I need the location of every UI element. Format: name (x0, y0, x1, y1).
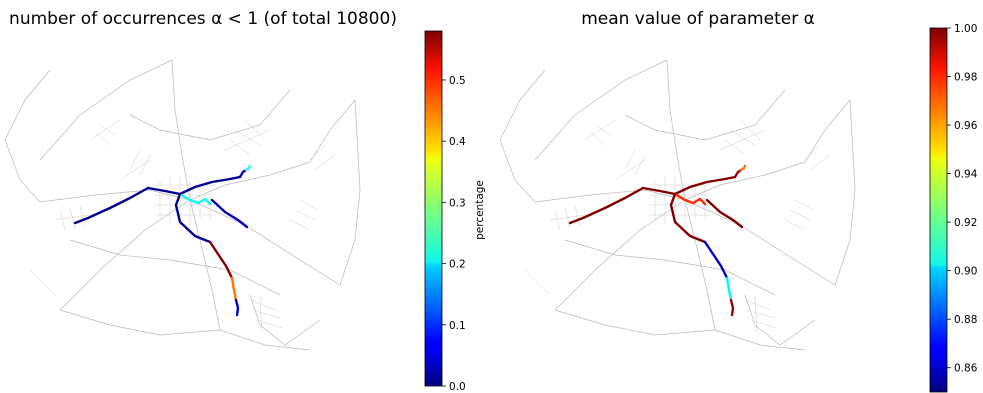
route-segment-center-cluster (673, 192, 707, 206)
panel1-title: number of occurrences α < 1 (of total 10… (9, 9, 397, 29)
colorbar-tick-label: 0.90 (954, 266, 977, 278)
colorbar-ticks: 0.0 0.1 0.2 0.3 0.4 0.5 (442, 75, 466, 393)
colorbar-gradient (424, 30, 443, 387)
route-segment-south-tip (729, 298, 735, 317)
colorbar-tick-label: 0.92 (954, 217, 977, 229)
colorbar-tick-label: 0.2 (449, 259, 466, 271)
route-segment-west-arm (568, 186, 645, 225)
route-segment-south-west-curve (669, 192, 707, 244)
colorbar: 0.86 0.88 0.90 0.92 0.94 0.96 0.98 1.00 (929, 23, 978, 393)
route-segments (568, 164, 747, 317)
colorbar-tick-label: 0.88 (954, 314, 977, 326)
colorbar-tick-label: 0.1 (449, 320, 466, 332)
route-segment-north-east-tip (739, 164, 747, 172)
route-segment-north-east-upper (238, 168, 248, 179)
route-segment-south-tip (234, 298, 240, 317)
colorbar-tick-label: 0.96 (954, 120, 978, 132)
colorbar-tick-label: 0.4 (449, 136, 466, 148)
colorbar-ticks: 0.86 0.88 0.90 0.92 0.94 0.96 0.98 1.00 (947, 23, 978, 375)
route-segment-south-arm-lower (725, 276, 733, 302)
street-network-map (499, 59, 856, 351)
colorbar-tick-label: 0.94 (954, 169, 978, 181)
colorbar-tick-label: 0.86 (954, 363, 978, 375)
street-network-map (4, 59, 361, 351)
route-segment-center-cluster (178, 192, 212, 206)
route-segment-south-arm-upper (703, 240, 729, 280)
panel-occurrences: number of occurrences α < 1 (of total 10… (4, 9, 486, 393)
route-segment-north-east-tip (244, 164, 252, 172)
route-segment-east-arm (210, 198, 249, 229)
colorbar-tick-label: 0.0 (449, 381, 466, 393)
route-segment-west-arm (73, 186, 150, 225)
colorbar-gradient (929, 27, 948, 393)
route-segment-north-center (641, 175, 737, 196)
colorbar-label: percentage (474, 180, 486, 240)
route-segment-south-west-curve (174, 192, 212, 244)
route-segments (73, 164, 252, 317)
route-segment-south-arm-lower (230, 276, 238, 302)
colorbar-tick-label: 0.5 (449, 75, 466, 87)
colorbar-tick-label: 1.00 (954, 23, 977, 35)
route-segment-east-arm (705, 198, 744, 229)
panel2-title: mean value of parameter α (581, 9, 815, 29)
route-segment-north-center (146, 175, 242, 196)
route-segment-north-east-upper (733, 168, 743, 179)
colorbar-tick-label: 0.98 (954, 72, 977, 84)
colorbar-tick-label: 0.3 (449, 197, 466, 209)
colorbar: 0.0 0.1 0.2 0.3 0.4 0.5 percentage (424, 30, 486, 393)
route-segment-south-arm-upper (208, 240, 234, 280)
panel-mean-alpha: mean value of parameter α 0.860.880.900.… (499, 9, 978, 393)
